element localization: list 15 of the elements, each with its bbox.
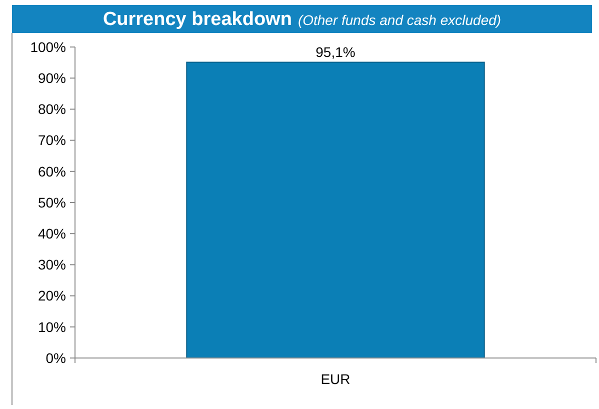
chart-subtitle: (Other funds and cash excluded) xyxy=(298,12,502,28)
y-tick-label: 60% xyxy=(38,163,66,180)
y-tick-label: 20% xyxy=(38,288,66,304)
y-tick-label: 10% xyxy=(38,318,66,335)
y-tick-label: 40% xyxy=(38,226,66,242)
y-tick-label: 100% xyxy=(30,38,66,55)
y-tick-label: 50% xyxy=(38,194,66,210)
data-label: 95,1% xyxy=(316,44,356,60)
x-tick-label: EUR xyxy=(320,371,350,387)
chart-title: Currency breakdown xyxy=(102,9,292,30)
y-tick-label: 90% xyxy=(38,70,66,86)
y-tick-label: 80% xyxy=(38,101,66,118)
y-tick-label: 70% xyxy=(38,132,66,148)
y-tick-label: 0% xyxy=(46,350,66,366)
y-tick-label: 30% xyxy=(38,256,66,273)
